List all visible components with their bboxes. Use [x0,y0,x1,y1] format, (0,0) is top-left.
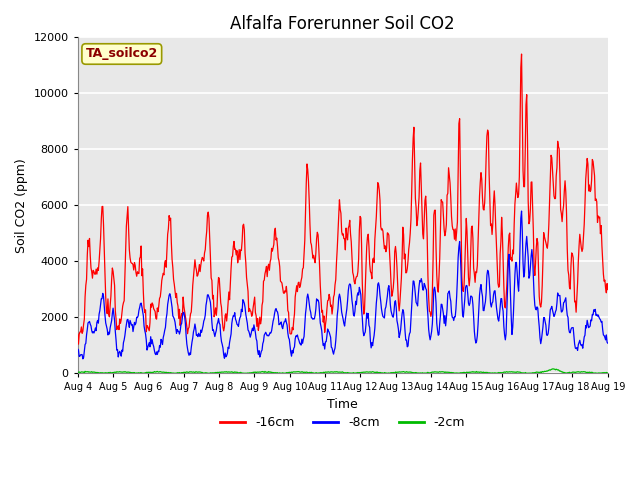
Title: Alfalfa Forerunner Soil CO2: Alfalfa Forerunner Soil CO2 [230,15,455,33]
Text: TA_soilco2: TA_soilco2 [86,48,158,60]
Y-axis label: Soil CO2 (ppm): Soil CO2 (ppm) [15,158,28,252]
X-axis label: Time: Time [328,398,358,411]
Legend: -16cm, -8cm, -2cm: -16cm, -8cm, -2cm [215,411,470,434]
